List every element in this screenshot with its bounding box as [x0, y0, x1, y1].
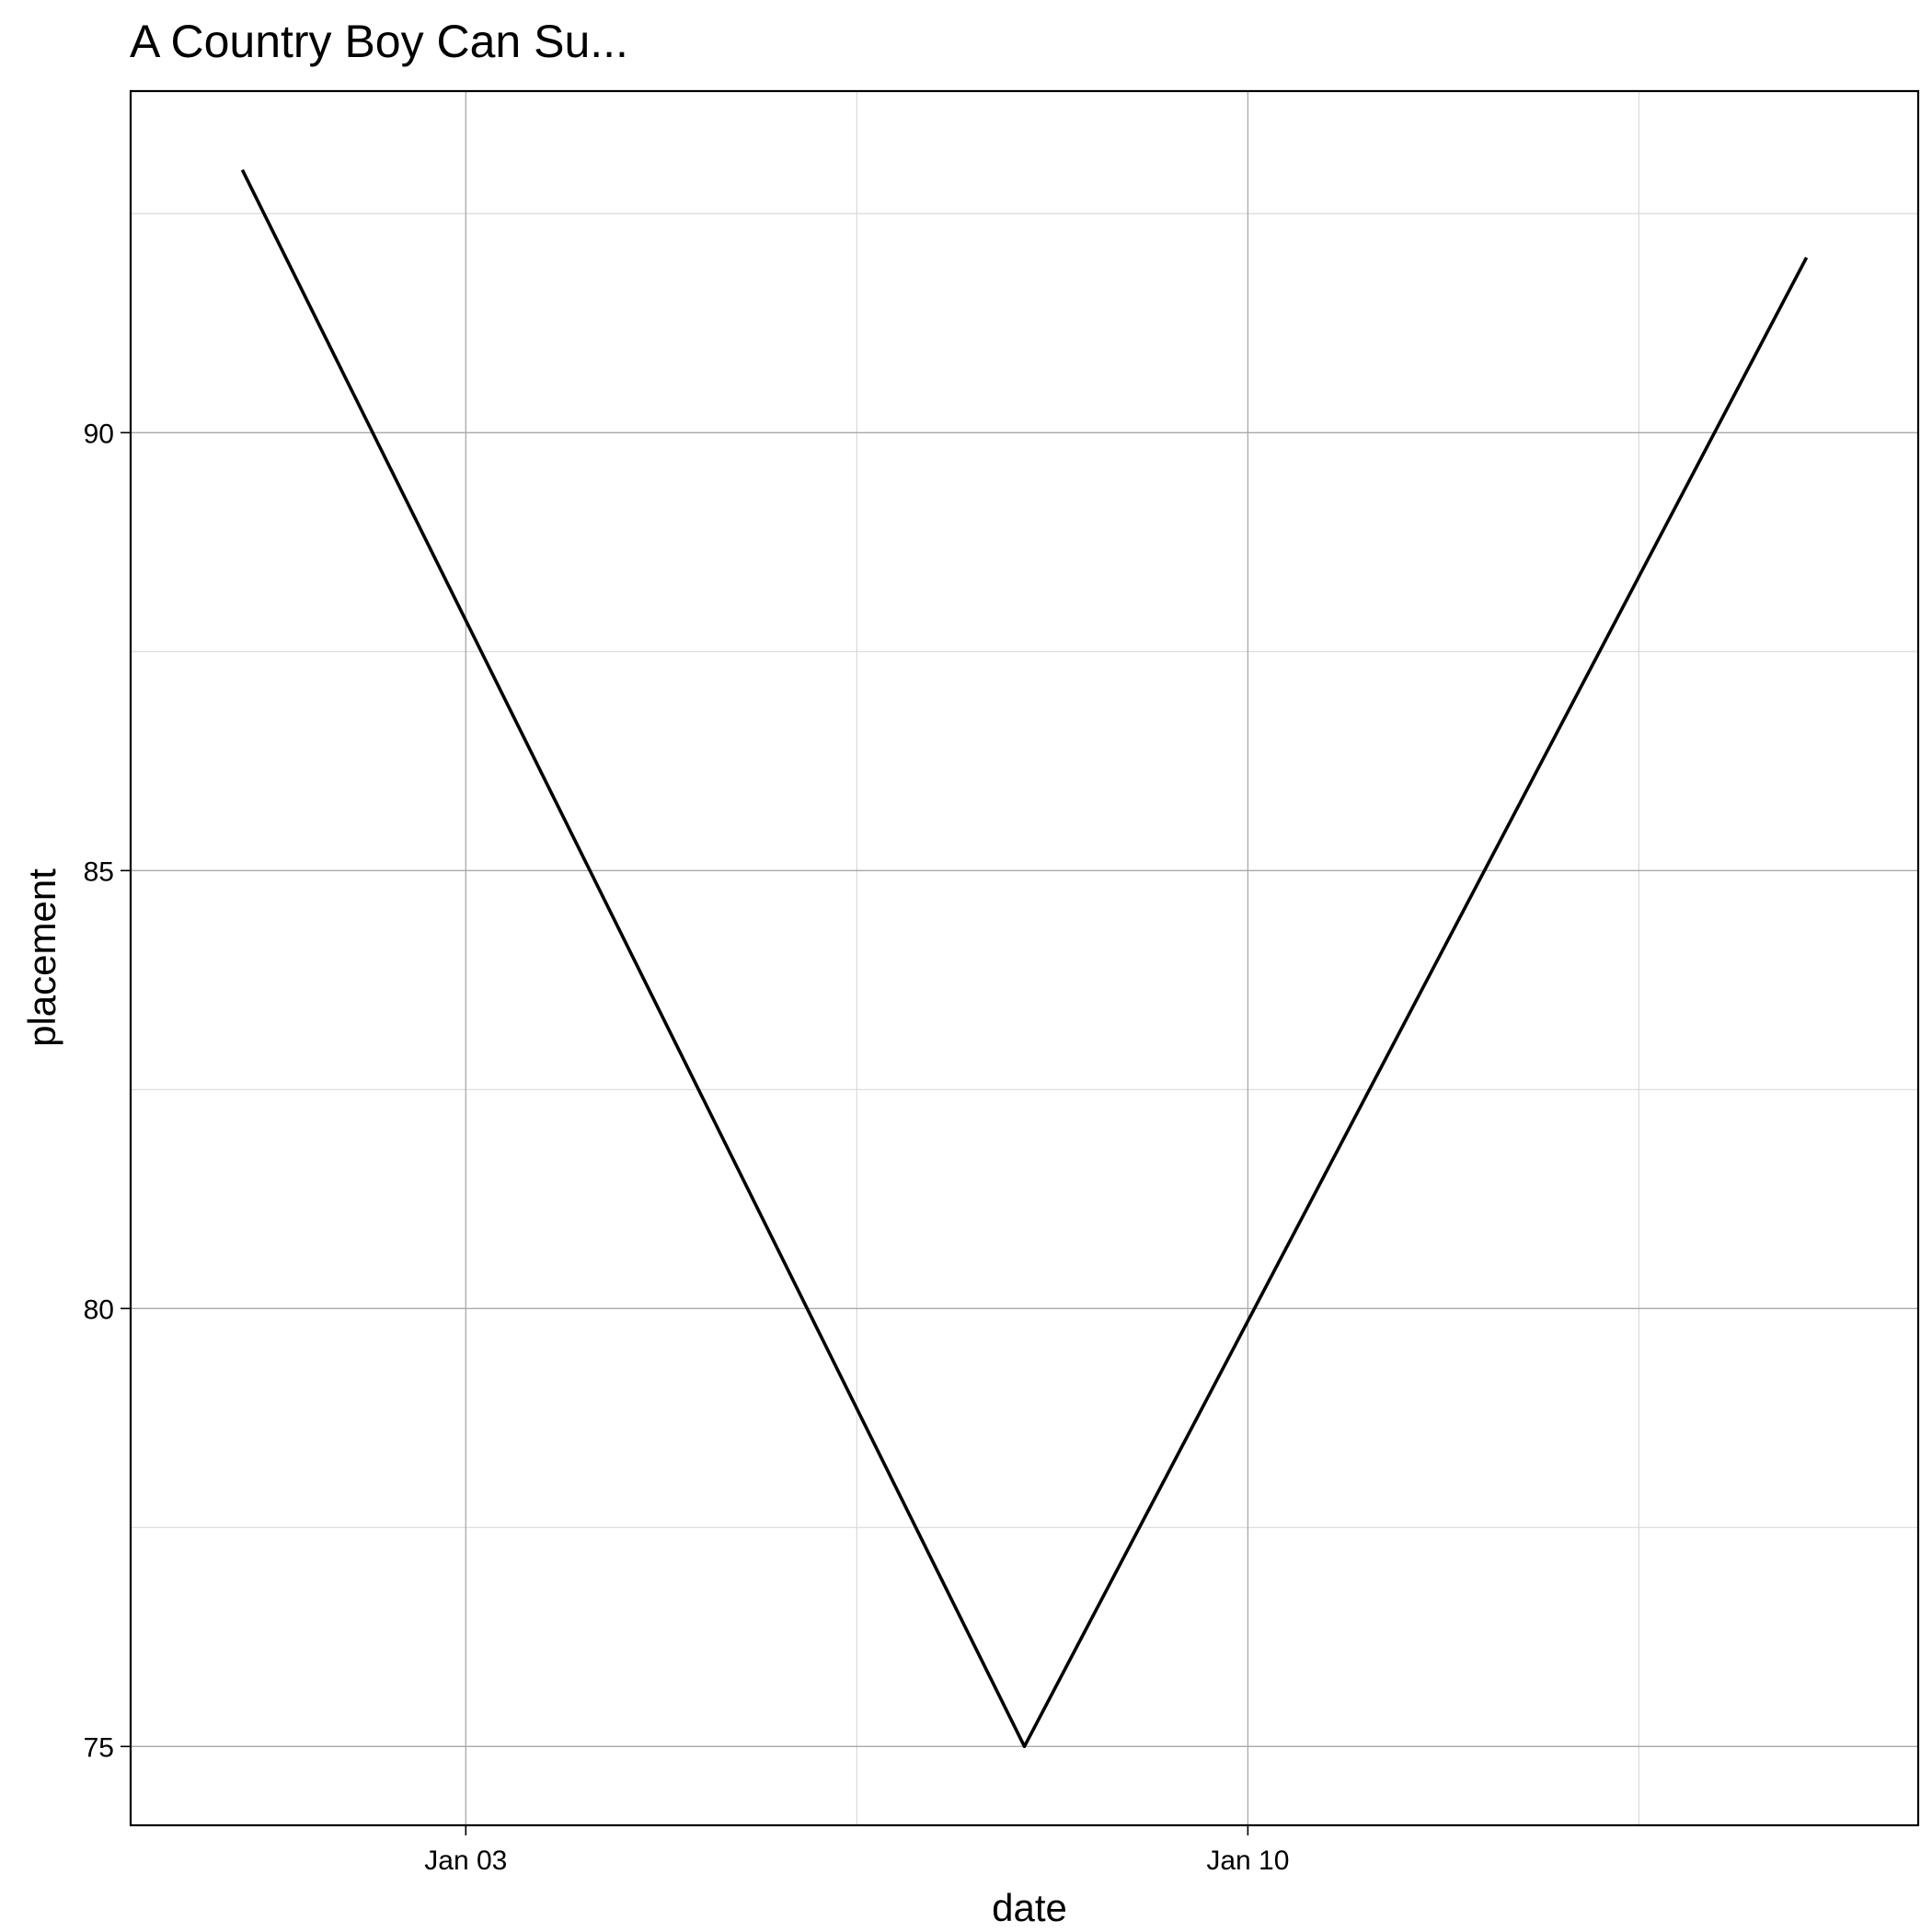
y-tick-label: 85 — [84, 857, 114, 887]
x-axis-label: date — [992, 1886, 1067, 1929]
minor-gridlines — [131, 91, 1918, 1825]
y-tick-label: 75 — [84, 1732, 114, 1763]
y-axis-label: placement — [20, 868, 63, 1047]
plot-panel-border — [129, 89, 1920, 1827]
y-axis: 75 80 85 90 — [84, 419, 131, 1763]
y-tick-label: 90 — [84, 419, 114, 449]
x-tick-label: Jan 03 — [424, 1846, 507, 1876]
x-tick-label: Jan 10 — [1206, 1846, 1289, 1876]
chart-title: A Country Boy Can Su... — [130, 16, 628, 67]
y-tick-label: 80 — [84, 1294, 114, 1325]
x-axis: Jan 03 Jan 10 — [424, 1825, 1289, 1876]
series-layer — [240, 168, 1809, 1749]
major-gridlines — [131, 91, 1918, 1825]
series-line — [240, 168, 1809, 1749]
